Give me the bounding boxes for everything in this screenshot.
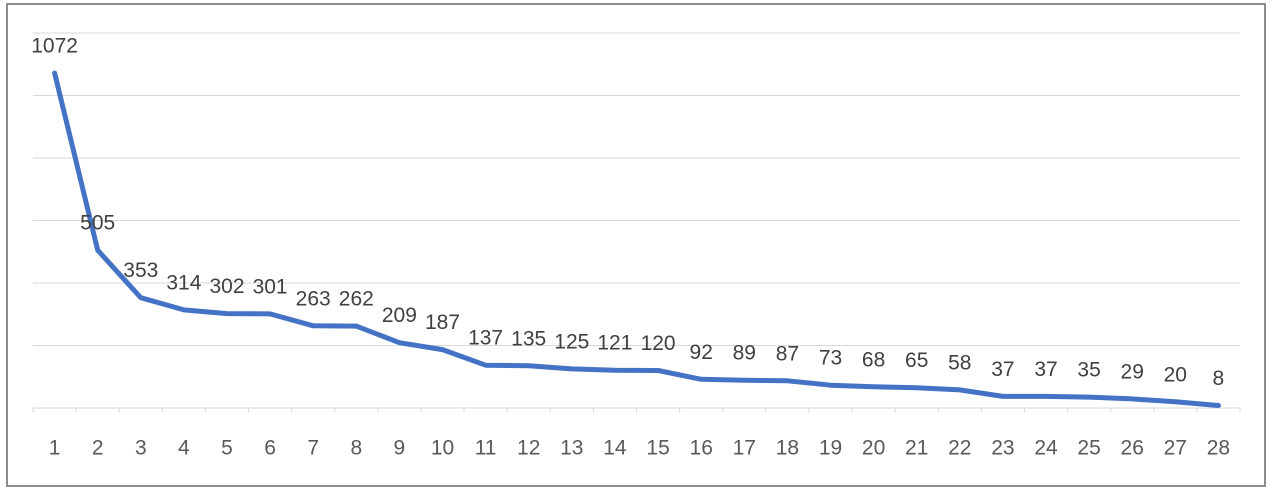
x-axis-label: 28 [1207,437,1230,460]
x-axis-label: 9 [394,437,406,460]
x-axis-label: 23 [991,437,1014,460]
x-axis-label: 18 [776,437,799,460]
x-axis-label: 25 [1077,437,1100,460]
data-labels: 1072 505 353 314 302 301 263 262 209 187 137 135 125… [31,35,1224,391]
data-label: 262 [339,288,374,311]
x-axis-label: 8 [350,437,362,460]
data-label: 135 [511,327,546,350]
x-axis-label: 21 [905,437,928,460]
x-axis-label: 5 [221,437,233,460]
data-label: 120 [641,332,676,355]
data-label: 302 [209,275,244,298]
x-axis-label: 20 [862,437,885,460]
x-axis-label: 1 [49,437,61,460]
x-axis-label: 24 [1034,437,1058,460]
chart-frame [6,3,1266,487]
data-label: 29 [1121,360,1144,383]
data-label: 187 [425,311,460,334]
data-label: 37 [991,358,1014,381]
data-label: 92 [690,341,713,364]
data-label: 73 [819,347,842,370]
x-axis-label: 13 [560,437,583,460]
x-axis-label: 2 [92,437,104,460]
data-label: 8 [1213,367,1225,390]
x-axis-label: 19 [819,437,842,460]
gridlines [33,32,1240,346]
x-axis-labels: 1 2 3 4 5 6 7 8 9 10 11 12 13 14 15 16 17 18 19 20 21 22 23 24 2… [49,437,1230,460]
data-label: 89 [733,342,756,365]
x-axis-label: 10 [431,437,454,460]
data-label: 263 [296,287,331,310]
data-label: 1072 [31,35,78,58]
x-axis-label: 27 [1164,437,1187,460]
data-label: 20 [1164,363,1187,386]
data-label: 87 [776,342,799,365]
x-axis-label: 15 [646,437,669,460]
data-label: 65 [905,349,928,372]
data-label: 353 [123,259,158,282]
x-axis-label: 7 [307,437,319,460]
x-axis-label: 16 [690,437,713,460]
data-label: 505 [80,212,115,235]
data-label: 209 [382,304,417,327]
x-axis-label: 6 [264,437,276,460]
data-label: 121 [597,332,632,355]
x-axis-label: 11 [475,437,497,460]
x-axis-label: 26 [1121,437,1144,460]
data-label: 301 [253,275,288,298]
x-axis-label: 17 [733,437,756,460]
data-label: 37 [1034,358,1057,381]
series-line [52,70,1221,408]
data-label: 58 [948,351,971,374]
x-axis-label: 22 [948,437,971,460]
x-axis-label: 12 [517,437,540,460]
x-axis-label: 14 [603,437,627,460]
x-axis-label: 3 [135,437,147,460]
data-label: 35 [1077,359,1100,382]
x-axis-label: 4 [178,437,190,460]
x-axis-ticks [32,408,1241,413]
data-label: 125 [554,330,589,353]
data-label: 137 [468,327,503,350]
data-label: 68 [862,348,885,371]
data-label: 314 [166,271,201,294]
